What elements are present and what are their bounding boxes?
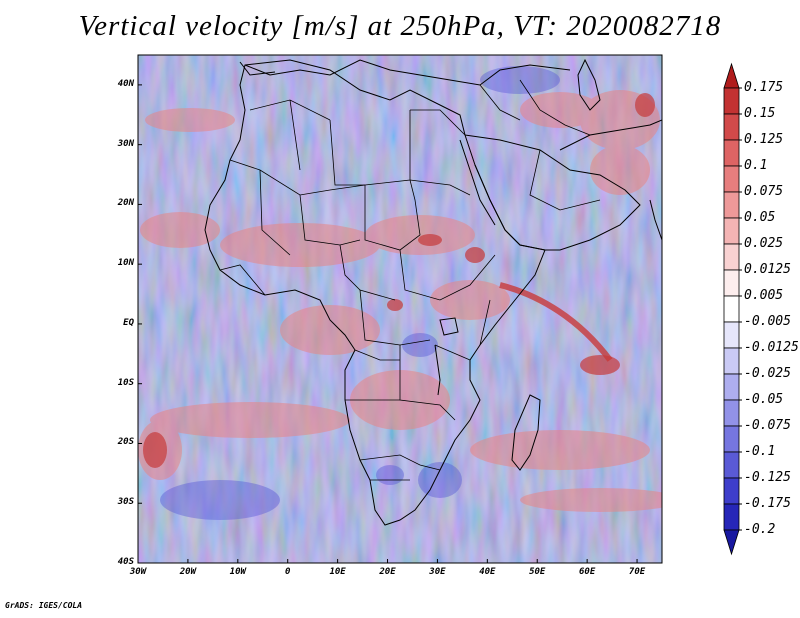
colorbar-label: -0.175 (744, 496, 791, 511)
colorbar-band (723, 139, 740, 167)
lon-label: 10E (329, 567, 346, 577)
lat-label: 10S (117, 377, 134, 388)
colorbar-band (723, 217, 740, 245)
colorbar-band (723, 425, 740, 453)
lon-label: 30W (129, 567, 147, 577)
colorbar-band (723, 295, 740, 323)
lat-label: 40S (117, 557, 134, 567)
colorbar-band (723, 451, 740, 479)
colorbar-band (723, 243, 740, 271)
lon-label: 10W (229, 567, 246, 577)
colorbar-label: 0.0125 (744, 262, 791, 277)
chart-title: Vertical velocity [m/s] at 250hPa, VT: 2… (78, 10, 722, 42)
axis-ticks (137, 84, 638, 564)
colorbar-label: -0.005 (744, 314, 791, 329)
lon-label: 70E (628, 567, 646, 577)
colorbar-label: 0.005 (744, 288, 784, 303)
colorbar-label: -0.1 (744, 444, 776, 459)
colorbar-band (723, 269, 740, 297)
lon-label: 0 (284, 567, 291, 577)
colorbar-band (723, 373, 740, 401)
colorbar-min-arrow (723, 529, 740, 556)
country-borders (219, 79, 601, 481)
colorbar-band (723, 477, 740, 505)
lon-label: 30E (429, 567, 446, 577)
lat-label: 30S (117, 497, 134, 508)
colorbar (723, 62, 742, 556)
lat-label: EQ (123, 317, 134, 328)
lon-label: 20E (379, 567, 396, 577)
colorbar-label: 0.1 (744, 158, 768, 173)
colorbar-label: 0.125 (744, 132, 784, 147)
colorbar-band (723, 191, 740, 219)
coastlines (204, 58, 662, 526)
colorbar-label: 0.05 (744, 210, 776, 225)
lat-label: 40N (117, 78, 134, 89)
colorbar-label: -0.05 (744, 392, 784, 407)
colorbar-label: -0.125 (744, 470, 791, 485)
credit-text: GrADS: IGES/COLA (5, 601, 83, 610)
lat-label: 30N (117, 138, 134, 149)
lon-label: 60E (579, 567, 596, 577)
lon-label: 50E (529, 567, 546, 577)
velocity-field (138, 55, 662, 563)
colorbar-band (723, 347, 740, 375)
lat-label: 20S (117, 437, 134, 448)
lon-label: 20W (179, 567, 197, 577)
colorbar-label: -0.075 (744, 418, 791, 433)
lon-label: 40E (479, 567, 496, 577)
colorbar-band (723, 321, 740, 349)
colorbar-band (723, 399, 740, 427)
colorbar-label: -0.025 (744, 366, 791, 381)
lat-label: 10N (117, 258, 134, 269)
colorbar-band (723, 87, 740, 115)
colorbar-band (723, 165, 740, 193)
plot-frame (137, 54, 663, 564)
colorbar-label: 0.175 (744, 80, 784, 95)
colorbar-label: -0.0125 (744, 340, 799, 355)
colorbar-band (723, 113, 740, 141)
colorbar-max-arrow (723, 62, 740, 89)
colorbar-label: 0.075 (744, 184, 784, 199)
colorbar-label: -0.2 (744, 522, 776, 537)
colorbar-label: 0.15 (744, 106, 776, 121)
lat-label: 20N (117, 198, 134, 209)
colorbar-band (723, 503, 740, 531)
colorbar-label: 0.025 (744, 236, 784, 251)
